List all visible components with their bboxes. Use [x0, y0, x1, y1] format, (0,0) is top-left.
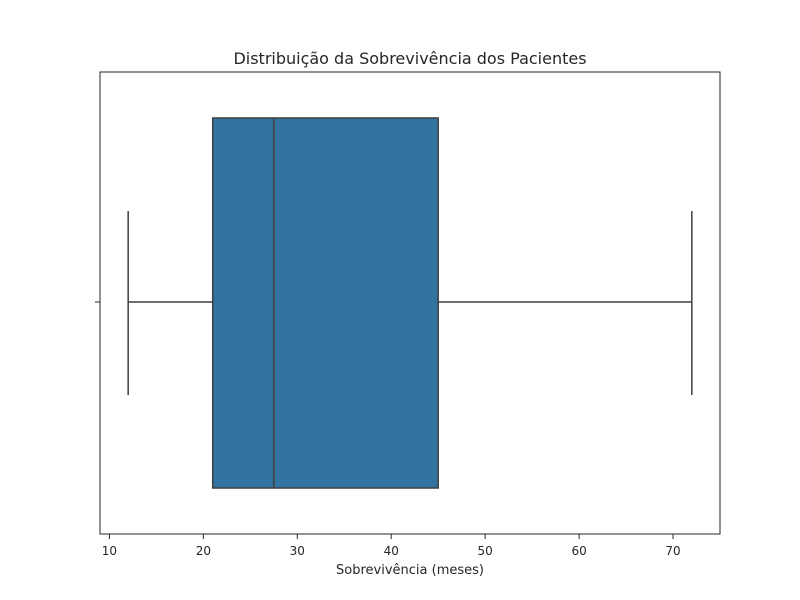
x-tick-label: 70	[665, 544, 680, 558]
x-tick-label: 40	[384, 544, 399, 558]
x-tick-label: 20	[196, 544, 211, 558]
iqr-box	[211, 117, 439, 489]
chart-title: Distribuição da Sobrevivência dos Pacien…	[233, 49, 586, 68]
x-tick-label: 30	[290, 544, 305, 558]
x-tick-label: 10	[102, 544, 117, 558]
x-axis-label: Sobrevivência (meses)	[336, 563, 484, 578]
plot-area	[99, 71, 721, 535]
x-tick-label: 60	[571, 544, 586, 558]
x-tick-label: 50	[478, 544, 493, 558]
